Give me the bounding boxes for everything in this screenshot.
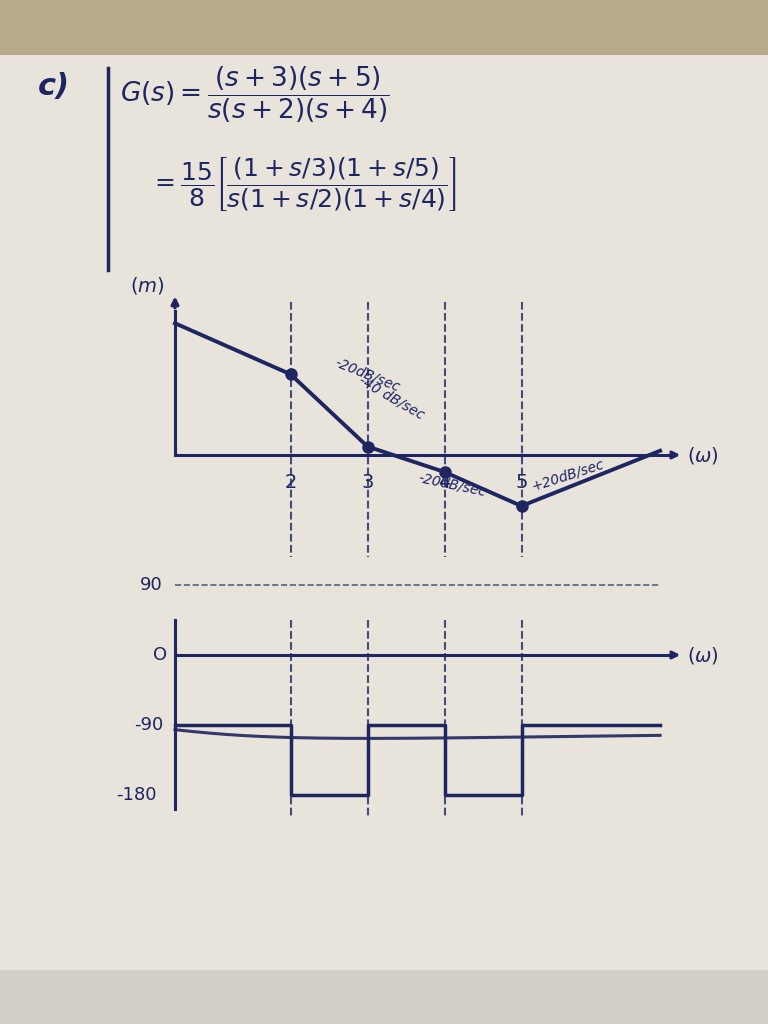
Text: -40 dB/sec: -40 dB/sec <box>356 374 426 422</box>
Text: $(\omega)$: $(\omega)$ <box>687 644 719 666</box>
Text: -180: -180 <box>117 786 157 804</box>
Text: 2: 2 <box>284 473 296 492</box>
Text: -90: -90 <box>134 716 163 734</box>
Text: 4: 4 <box>439 473 451 492</box>
Text: $G(s) = \dfrac{(s+3)(s+5)}{s(s+2)(s+4)}$: $G(s) = \dfrac{(s+3)(s+5)}{s(s+2)(s+4)}$ <box>120 65 390 125</box>
Text: -20dB/sec: -20dB/sec <box>333 355 402 394</box>
Text: $= \dfrac{15}{8}\left[\dfrac{(1+s/3)(1+s/5)}{s(1+s/2)(1+s/4)}\right]$: $= \dfrac{15}{8}\left[\dfrac{(1+s/3)(1+s… <box>150 155 457 213</box>
Text: 90: 90 <box>141 575 163 594</box>
Text: 5: 5 <box>515 473 528 492</box>
Text: O: O <box>153 646 167 664</box>
Text: -20dB/sec: -20dB/sec <box>418 471 488 499</box>
Bar <box>0 0 768 55</box>
Text: $(\omega)$: $(\omega)$ <box>687 444 719 466</box>
Text: +20dB/sec: +20dB/sec <box>529 457 605 494</box>
Text: c): c) <box>38 72 70 101</box>
Text: 3: 3 <box>361 473 374 492</box>
Text: $(m)$: $(m)$ <box>131 274 165 296</box>
